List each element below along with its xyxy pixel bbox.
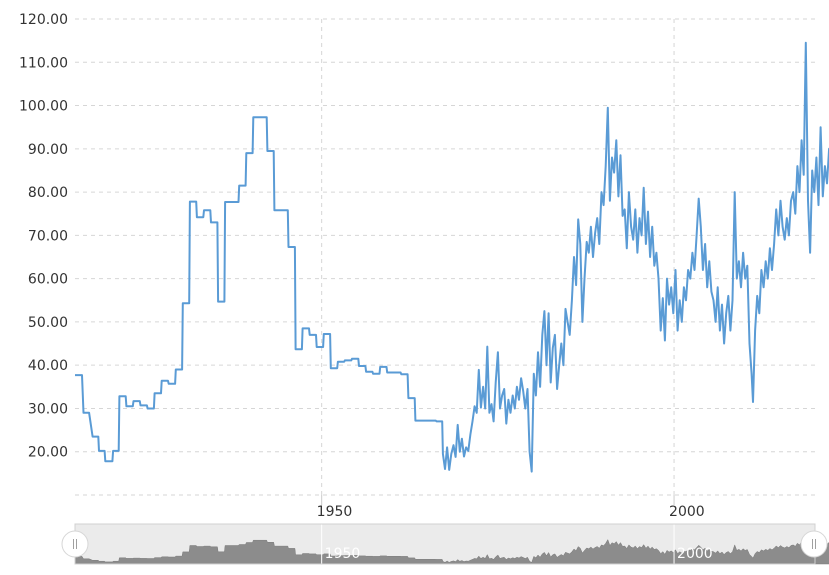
navigator-right-handle-knob[interactable] <box>800 530 828 558</box>
series-line <box>75 41 829 473</box>
y-tick-label: 120.00 <box>19 12 68 28</box>
y-tick-label: 20.00 <box>28 445 68 461</box>
navigator-series-area <box>74 535 829 565</box>
y-axis-labels: 20.00 30.00 40.00 50.00 60.00 70.00 80.00 90.00… <box>19 12 68 461</box>
grid <box>75 18 815 505</box>
y-tick-label: 30.00 <box>28 401 68 417</box>
x-axis-labels: 1950 2000 <box>317 504 705 520</box>
x-tick-label: 2000 <box>669 504 705 520</box>
y-tick-label: 60.00 <box>28 272 68 288</box>
y-tick-label: 100.00 <box>19 99 68 115</box>
y-tick-label: 80.00 <box>28 185 68 201</box>
y-tick-label: 50.00 <box>28 315 68 331</box>
navigator[interactable]: 1950 2000 <box>61 523 829 565</box>
y-tick-label: 70.00 <box>28 228 68 244</box>
navigator-left-handle[interactable] <box>61 530 89 558</box>
y-tick-label: 40.00 <box>28 358 68 374</box>
navigator-tick-label: 1950 <box>325 546 361 562</box>
navigator-left-handle-knob[interactable] <box>61 530 89 558</box>
series <box>75 41 829 473</box>
navigator-tick-label: 2000 <box>677 546 713 562</box>
x-tick-label: 1950 <box>317 504 353 520</box>
y-tick-label: 110.00 <box>19 55 68 71</box>
y-tick-label: 90.00 <box>28 142 68 158</box>
navigator-right-handle[interactable] <box>800 530 828 558</box>
